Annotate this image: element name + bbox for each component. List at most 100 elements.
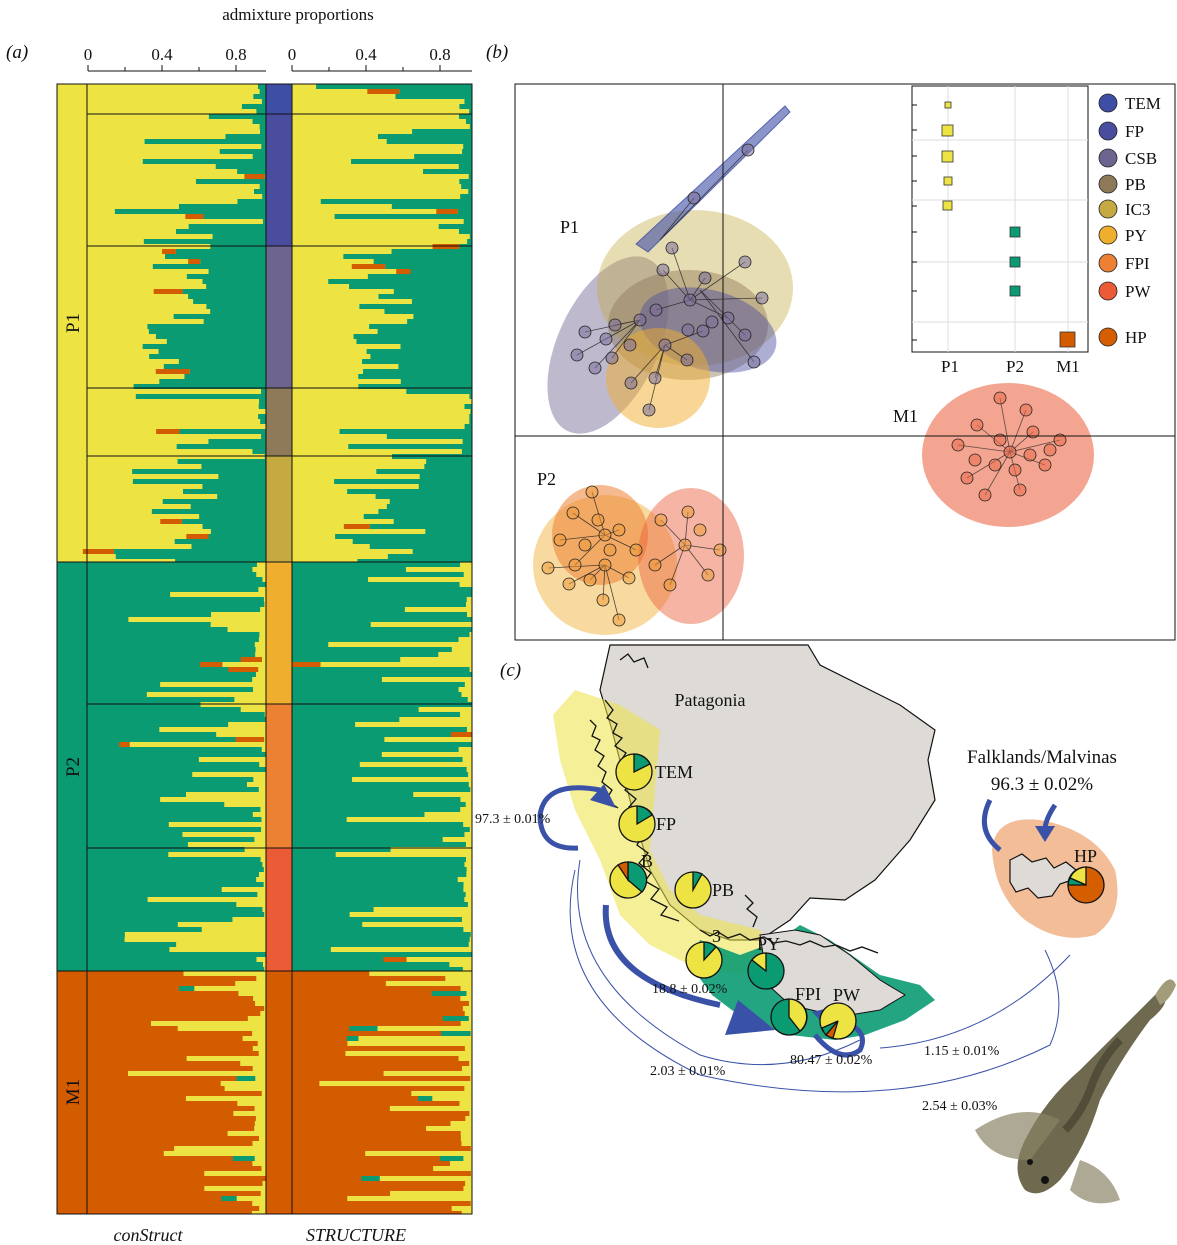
tick-label: 0.4 <box>151 45 173 64</box>
admixture-row-alt <box>262 747 266 752</box>
admixture-row-alt <box>258 667 266 672</box>
tick-label: 0 <box>84 45 93 64</box>
admixture-row <box>292 104 472 109</box>
scatter-point <box>748 356 760 368</box>
admixture-row-alt <box>218 474 266 479</box>
admixture-row-alt <box>459 1056 472 1061</box>
admixture-row-alt <box>459 179 472 184</box>
admixture-row <box>292 439 472 444</box>
admixture-row <box>87 154 266 159</box>
scatter-point <box>592 514 604 526</box>
admixture-row-alt <box>358 1036 472 1041</box>
scatter-point <box>979 489 991 501</box>
admixture-row <box>87 717 266 722</box>
admixture-row-alt <box>169 822 266 827</box>
admixture-row <box>292 667 472 672</box>
admixture-row <box>292 976 472 981</box>
admixture-row-alt <box>234 697 266 702</box>
admixture-row-alt <box>182 832 266 837</box>
admixture-row-alt <box>461 184 472 189</box>
admixture-row <box>292 239 472 244</box>
admixture-row-alt <box>328 642 472 647</box>
admixture-row <box>87 862 266 867</box>
scatter-point <box>597 594 609 606</box>
legend-label-pb: PB <box>1125 175 1146 194</box>
admixture-row-alt <box>461 1136 472 1141</box>
admixture-row <box>292 1056 472 1061</box>
admixture-row-alt <box>433 1166 472 1171</box>
admixture-row <box>292 937 472 942</box>
inset-x-label: M1 <box>1056 357 1080 376</box>
admixture-row-alt <box>211 622 266 627</box>
scatter-point <box>666 242 678 254</box>
admixture-row-minor <box>241 657 262 662</box>
site-label-b: B <box>641 851 653 871</box>
membership-inset: P1 P2 M1 <box>912 86 1088 376</box>
admixture-row-alt <box>463 887 472 892</box>
admixture-row-alt <box>193 299 266 304</box>
admixture-row-alt <box>143 344 266 349</box>
admixture-row-alt <box>316 84 472 89</box>
admixture-row-alt <box>406 567 472 572</box>
site-label-fp: FP <box>656 814 676 834</box>
admixture-row-alt <box>248 1016 266 1021</box>
admixture-row-alt <box>340 429 472 434</box>
admixture-row-alt <box>189 224 266 229</box>
scatter-point <box>623 572 635 584</box>
scatter-point <box>604 544 616 556</box>
admixture-row-alt <box>387 504 472 509</box>
site-label-py: PY <box>757 934 780 954</box>
admixture-row <box>87 587 266 592</box>
admixture-row-alt <box>438 652 472 657</box>
admixture-row <box>87 1041 266 1046</box>
admixture-row-alt <box>335 534 472 539</box>
admixture-row-alt <box>384 1071 472 1076</box>
admixture-row-alt <box>160 797 266 802</box>
scatter-point <box>684 294 696 306</box>
admixture-row-alt <box>253 1066 266 1071</box>
scatter-point <box>1014 484 1026 496</box>
admixture-row-alt <box>450 1161 472 1166</box>
admixture-row-minor <box>200 662 222 667</box>
scatter-point <box>609 319 621 331</box>
admixture-row-alt <box>132 469 266 474</box>
admixture-row-alt <box>412 299 472 304</box>
admixture-row-alt <box>255 652 266 657</box>
admixture-row-alt <box>384 737 472 742</box>
legend-marker-pb <box>1099 175 1117 193</box>
site-label-pb: PB <box>712 880 734 900</box>
admixture-row-alt <box>400 657 472 662</box>
admixture-row-alt <box>328 279 472 284</box>
admixture-row-alt <box>228 722 266 727</box>
admixture-row <box>87 174 266 179</box>
admixture-row-alt <box>184 971 266 976</box>
admixture-row-alt <box>237 169 266 174</box>
admixture-row <box>87 687 266 692</box>
admixture-row <box>292 687 472 692</box>
admixture-row <box>87 812 266 817</box>
structure-admixture-bars <box>290 84 472 1214</box>
admixture-row <box>292 119 472 124</box>
admixture-row <box>87 1201 266 1206</box>
admixture-row <box>87 957 266 962</box>
admixture-row-alt <box>186 1096 266 1101</box>
admixture-row <box>292 672 472 677</box>
method-label-structure: STRUCTURE <box>306 1225 406 1245</box>
admixture-row-alt <box>401 379 472 384</box>
admixture-row-alt <box>259 1206 266 1211</box>
admixture-row-alt <box>399 717 472 722</box>
admixture-row-alt <box>463 927 472 932</box>
admixture-row-alt <box>319 1081 472 1086</box>
admixture-row <box>292 234 472 239</box>
admixture-row <box>292 832 472 837</box>
pie-pb <box>675 872 711 908</box>
admixture-row <box>87 1106 266 1111</box>
admixture-row <box>87 582 266 587</box>
admixture-row-alt <box>259 872 266 877</box>
scatter-point <box>649 559 661 571</box>
scatter-point <box>742 144 754 156</box>
admixture-row-alt <box>258 587 266 592</box>
admixture-row <box>292 164 472 169</box>
admixture-row-alt <box>211 612 266 617</box>
scatter-point <box>625 377 637 389</box>
